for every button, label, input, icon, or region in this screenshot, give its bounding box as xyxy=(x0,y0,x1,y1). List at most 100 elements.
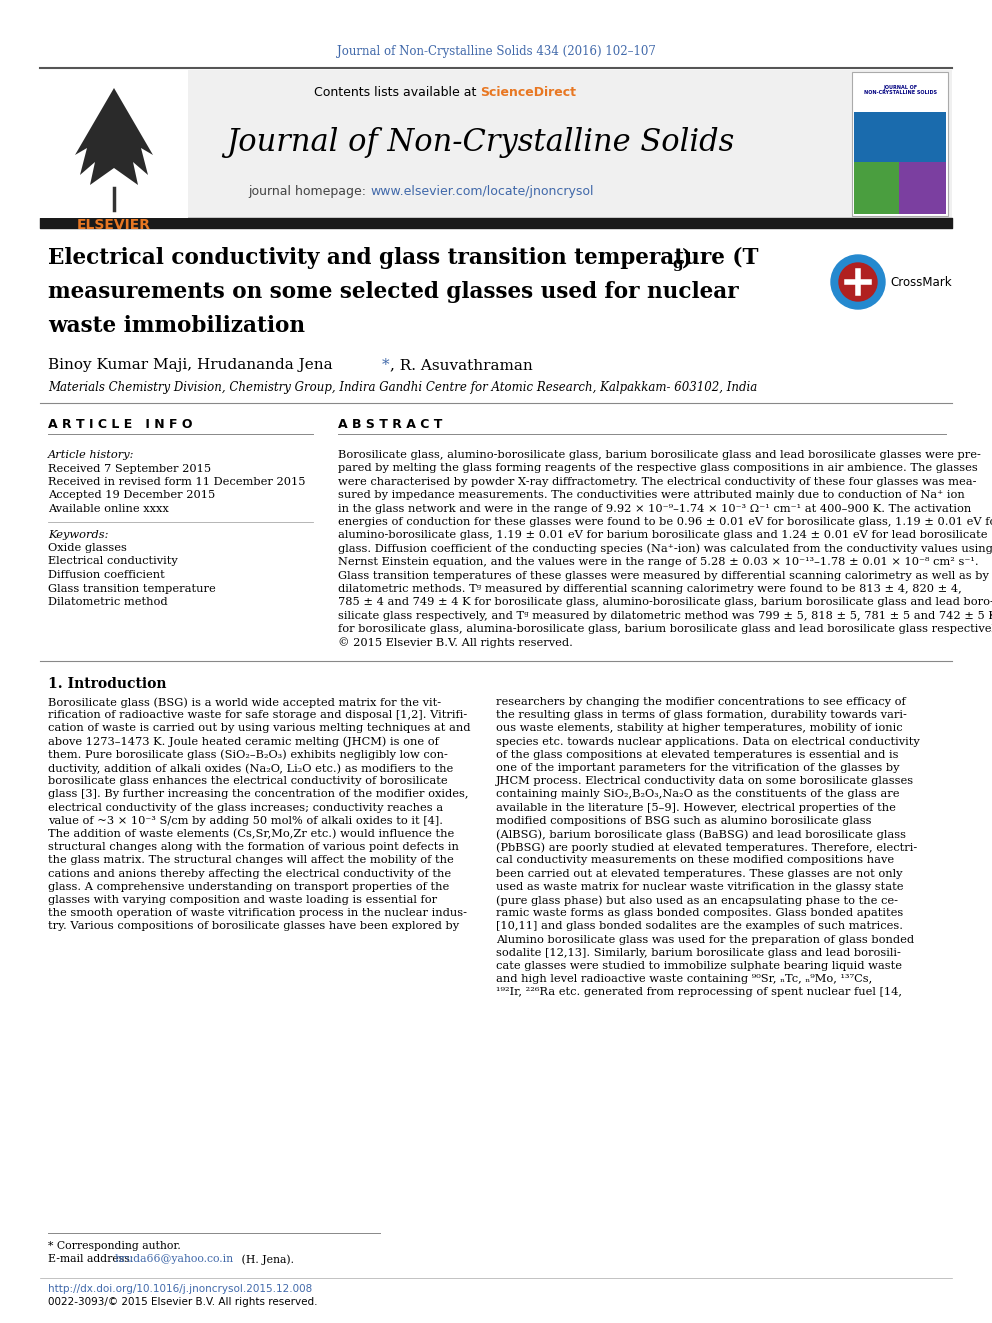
Text: above 1273–1473 K. Joule heated ceramic melting (JHCM) is one of: above 1273–1473 K. Joule heated ceramic … xyxy=(48,737,438,747)
Text: glasses with varying composition and waste loading is essential for: glasses with varying composition and was… xyxy=(48,894,437,905)
Text: try. Various compositions of borosilicate glasses have been explored by: try. Various compositions of borosilicat… xyxy=(48,921,459,931)
Text: cate glasses were studied to immobilize sulphate bearing liquid waste: cate glasses were studied to immobilize … xyxy=(496,960,902,971)
Text: dilatometric methods. Tᵍ measured by differential scanning calorimetry were foun: dilatometric methods. Tᵍ measured by dif… xyxy=(338,583,962,594)
Text: ELSEVIER: ELSEVIER xyxy=(77,218,151,232)
Text: Electrical conductivity and glass transition temperature (T: Electrical conductivity and glass transi… xyxy=(48,247,759,269)
Text: Borosilicate glass, alumino-borosilicate glass, barium borosilicate glass and le: Borosilicate glass, alumino-borosilicate… xyxy=(338,450,981,460)
Text: the smooth operation of waste vitrification process in the nuclear indus-: the smooth operation of waste vitrificat… xyxy=(48,908,467,918)
Text: E-mail address:: E-mail address: xyxy=(48,1254,137,1263)
Text: waste immobilization: waste immobilization xyxy=(48,315,305,337)
FancyBboxPatch shape xyxy=(854,161,899,214)
Text: Glass transition temperature: Glass transition temperature xyxy=(48,583,215,594)
Text: Electrical conductivity: Electrical conductivity xyxy=(48,557,178,566)
FancyBboxPatch shape xyxy=(854,112,946,161)
Text: researchers by changing the modifier concentrations to see efficacy of: researchers by changing the modifier con… xyxy=(496,697,906,706)
Text: *: * xyxy=(382,359,390,372)
Text: cal conductivity measurements on these modified compositions have: cal conductivity measurements on these m… xyxy=(496,856,894,865)
Text: JHCM process. Electrical conductivity data on some borosilicate glasses: JHCM process. Electrical conductivity da… xyxy=(496,777,914,786)
Text: Available online xxxx: Available online xxxx xyxy=(48,504,169,515)
Text: sured by impedance measurements. The conductivities were attributed mainly due t: sured by impedance measurements. The con… xyxy=(338,491,965,500)
Text: sodalite [12,13]. Similarly, barium borosilicate glass and lead borosili-: sodalite [12,13]. Similarly, barium boro… xyxy=(496,947,901,958)
Text: The addition of waste elements (Cs,Sr,Mo,Zr etc.) would influence the: The addition of waste elements (Cs,Sr,Mo… xyxy=(48,830,454,839)
Text: CrossMark: CrossMark xyxy=(890,275,951,288)
Text: hruda66@yahoo.co.in: hruda66@yahoo.co.in xyxy=(115,1254,234,1263)
Text: structural changes along with the formation of various point defects in: structural changes along with the format… xyxy=(48,843,459,852)
Text: available in the literature [5–9]. However, electrical properties of the: available in the literature [5–9]. Howev… xyxy=(496,803,896,812)
Text: Journal of Non-Crystalline Solids 434 (2016) 102–107: Journal of Non-Crystalline Solids 434 (2… xyxy=(336,45,656,58)
Text: cations and anions thereby affecting the electrical conductivity of the: cations and anions thereby affecting the… xyxy=(48,869,451,878)
Text: glass [3]. By further increasing the concentration of the modifier oxides,: glass [3]. By further increasing the con… xyxy=(48,790,468,799)
Text: Binoy Kumar Maji, Hrudananda Jena: Binoy Kumar Maji, Hrudananda Jena xyxy=(48,359,337,372)
Text: © 2015 Elsevier B.V. All rights reserved.: © 2015 Elsevier B.V. All rights reserved… xyxy=(338,638,572,648)
Text: Received in revised form 11 December 2015: Received in revised form 11 December 201… xyxy=(48,478,306,487)
Text: Diffusion coefficient: Diffusion coefficient xyxy=(48,570,165,579)
Text: in the glass network and were in the range of 9.92 × 10⁻⁹–1.74 × 10⁻³ Ω⁻¹ cm⁻¹ a: in the glass network and were in the ran… xyxy=(338,504,971,513)
Text: and high level radioactive waste containing ⁹⁰Sr, ₙTc, ₙ⁹Mo, ¹³⁷Cs,: and high level radioactive waste contain… xyxy=(496,974,872,984)
Text: were characterised by powder X-ray diffractometry. The electrical conductivity o: were characterised by powder X-ray diffr… xyxy=(338,476,976,487)
FancyBboxPatch shape xyxy=(852,71,948,216)
Text: ScienceDirect: ScienceDirect xyxy=(480,86,576,99)
Text: Contents lists available at: Contents lists available at xyxy=(313,86,480,99)
Text: species etc. towards nuclear applications. Data on electrical conductivity: species etc. towards nuclear application… xyxy=(496,737,920,746)
Text: electrical conductivity of the glass increases; conductivity reaches a: electrical conductivity of the glass inc… xyxy=(48,803,443,812)
Text: pared by melting the glass forming reagents of the respective glass compositions: pared by melting the glass forming reage… xyxy=(338,463,978,474)
Text: [10,11] and glass bonded sodalites are the examples of such matrices.: [10,11] and glass bonded sodalites are t… xyxy=(496,921,903,931)
Text: Oxide glasses: Oxide glasses xyxy=(48,542,127,553)
Text: (H. Jena).: (H. Jena). xyxy=(238,1254,294,1265)
FancyBboxPatch shape xyxy=(854,112,946,214)
Circle shape xyxy=(839,263,877,302)
Text: energies of conduction for these glasses were found to be 0.96 ± 0.01 eV for bor: energies of conduction for these glasses… xyxy=(338,517,992,527)
Text: cation of waste is carried out by using various melting techniques at and: cation of waste is carried out by using … xyxy=(48,724,470,733)
Text: Received 7 September 2015: Received 7 September 2015 xyxy=(48,463,211,474)
Text: silicate glass respectively, and Tᵍ measured by dilatometric method was 799 ± 5,: silicate glass respectively, and Tᵍ meas… xyxy=(338,611,992,620)
Text: ramic waste forms as glass bonded composites. Glass bonded apatites: ramic waste forms as glass bonded compos… xyxy=(496,908,904,918)
Text: A B S T R A C T: A B S T R A C T xyxy=(338,418,442,431)
Text: http://dx.doi.org/10.1016/j.jnoncrysol.2015.12.008: http://dx.doi.org/10.1016/j.jnoncrysol.2… xyxy=(48,1285,312,1294)
Text: Materials Chemistry Division, Chemistry Group, Indira Gandhi Centre for Atomic R: Materials Chemistry Division, Chemistry … xyxy=(48,381,757,394)
Text: ): ) xyxy=(682,247,692,269)
Text: modified compositions of BSG such as alumino borosilicate glass: modified compositions of BSG such as alu… xyxy=(496,816,872,826)
Text: 1. Introduction: 1. Introduction xyxy=(48,677,167,691)
Text: them. Pure borosilicate glass (SiO₂–B₂O₃) exhibits negligibly low con-: them. Pure borosilicate glass (SiO₂–B₂O₃… xyxy=(48,750,447,761)
Text: 785 ± 4 and 749 ± 4 K for borosilicate glass, alumino-borosilicate glass, barium: 785 ± 4 and 749 ± 4 K for borosilicate g… xyxy=(338,598,992,607)
Polygon shape xyxy=(75,89,153,185)
Text: Journal of Non-Crystalline Solids: Journal of Non-Crystalline Solids xyxy=(226,127,734,159)
Text: for borosilicate glass, alumina-borosilicate glass, barium borosilicate glass an: for borosilicate glass, alumina-borosili… xyxy=(338,624,992,634)
Text: glass. Diffusion coefficient of the conducting species (Na⁺-ion) was calculated : glass. Diffusion coefficient of the cond… xyxy=(338,544,992,554)
Text: 0022-3093/© 2015 Elsevier B.V. All rights reserved.: 0022-3093/© 2015 Elsevier B.V. All right… xyxy=(48,1297,317,1307)
Text: journal homepage:: journal homepage: xyxy=(248,185,370,198)
Text: (AlBSG), barium borosilicate glass (BaBSG) and lead borosilicate glass: (AlBSG), barium borosilicate glass (BaBS… xyxy=(496,830,906,840)
Text: Alumino borosilicate glass was used for the preparation of glass bonded: Alumino borosilicate glass was used for … xyxy=(496,934,914,945)
Text: Nernst Einstein equation, and the values were in the range of 5.28 ± 0.03 × 10⁻¹: Nernst Einstein equation, and the values… xyxy=(338,557,979,568)
Text: value of ~3 × 10⁻³ S/cm by adding 50 mol% of alkali oxides to it [4].: value of ~3 × 10⁻³ S/cm by adding 50 mol… xyxy=(48,816,443,826)
Circle shape xyxy=(831,255,885,310)
Text: Accepted 19 December 2015: Accepted 19 December 2015 xyxy=(48,491,215,500)
Text: ous waste elements, stability at higher temperatures, mobility of ionic: ous waste elements, stability at higher … xyxy=(496,724,903,733)
Text: containing mainly SiO₂,B₂O₃,Na₂O as the constituents of the glass are: containing mainly SiO₂,B₂O₃,Na₂O as the … xyxy=(496,790,900,799)
Text: ductivity, addition of alkali oxides (Na₂O, Li₂O etc.) as modifiers to the: ductivity, addition of alkali oxides (Na… xyxy=(48,763,453,774)
Text: of the glass compositions at elevated temperatures is essential and is: of the glass compositions at elevated te… xyxy=(496,750,899,759)
Text: alumino-borosilicate glass, 1.19 ± 0.01 eV for barium borosilicate glass and 1.2: alumino-borosilicate glass, 1.19 ± 0.01 … xyxy=(338,531,987,540)
Text: A R T I C L E   I N F O: A R T I C L E I N F O xyxy=(48,418,192,431)
Text: the resulting glass in terms of glass formation, durability towards vari-: the resulting glass in terms of glass fo… xyxy=(496,710,907,720)
Text: measurements on some selected glasses used for nuclear: measurements on some selected glasses us… xyxy=(48,280,739,303)
Text: been carried out at elevated temperatures. These glasses are not only: been carried out at elevated temperature… xyxy=(496,869,903,878)
Text: Keywords:: Keywords: xyxy=(48,529,108,540)
FancyBboxPatch shape xyxy=(40,70,188,218)
Text: g: g xyxy=(672,257,682,271)
Text: used as waste matrix for nuclear waste vitrification in the glassy state: used as waste matrix for nuclear waste v… xyxy=(496,882,904,892)
Text: JOURNAL OF
NON-CRYSTALLINE SOLIDS: JOURNAL OF NON-CRYSTALLINE SOLIDS xyxy=(863,85,936,95)
Text: Glass transition temperatures of these glasses were measured by differential sca: Glass transition temperatures of these g… xyxy=(338,570,989,581)
Text: www.elsevier.com/locate/jnoncrysol: www.elsevier.com/locate/jnoncrysol xyxy=(370,185,593,198)
Text: * Corresponding author.: * Corresponding author. xyxy=(48,1241,181,1252)
Text: borosilicate glass enhances the electrical conductivity of borosilicate: borosilicate glass enhances the electric… xyxy=(48,777,447,786)
Text: rification of radioactive waste for safe storage and disposal [1,2]. Vitrifi-: rification of radioactive waste for safe… xyxy=(48,710,467,720)
Text: the glass matrix. The structural changes will affect the mobility of the: the glass matrix. The structural changes… xyxy=(48,856,453,865)
Text: (PbBSG) are poorly studied at elevated temperatures. Therefore, electri-: (PbBSG) are poorly studied at elevated t… xyxy=(496,843,918,853)
Text: one of the important parameters for the vitrification of the glasses by: one of the important parameters for the … xyxy=(496,763,900,773)
FancyBboxPatch shape xyxy=(40,70,952,218)
Text: (pure glass phase) but also used as an encapsulating phase to the ce-: (pure glass phase) but also used as an e… xyxy=(496,894,898,905)
Text: Borosilicate glass (BSG) is a world wide accepted matrix for the vit-: Borosilicate glass (BSG) is a world wide… xyxy=(48,697,441,708)
Text: Article history:: Article history: xyxy=(48,450,135,460)
Text: ¹⁹²Ir, ²²⁶Ra etc. generated from reprocessing of spent nuclear fuel [14,: ¹⁹²Ir, ²²⁶Ra etc. generated from reproce… xyxy=(496,987,902,998)
